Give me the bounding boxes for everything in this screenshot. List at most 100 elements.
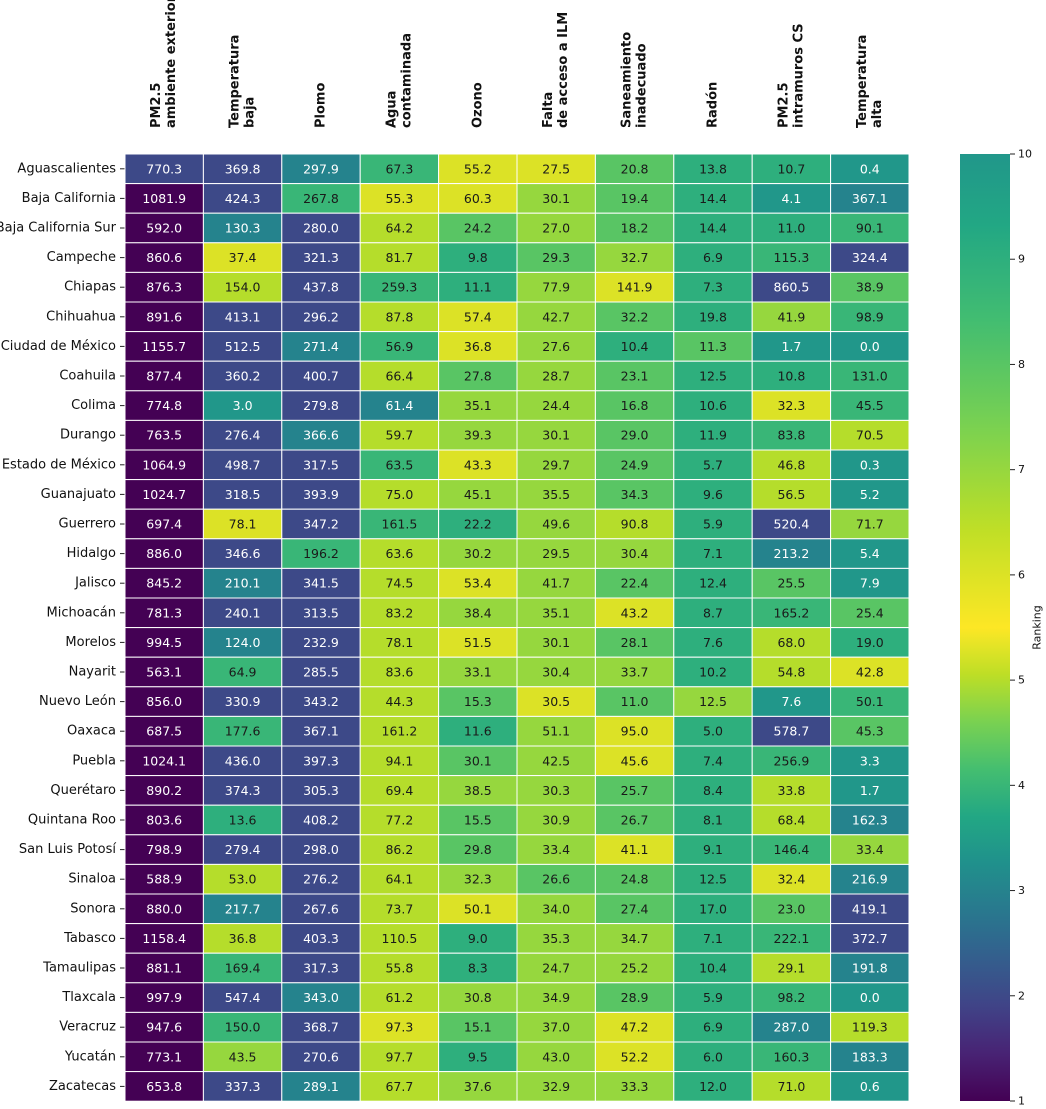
cell-value: 98.2 — [777, 990, 805, 1005]
cell-value: 27.0 — [542, 221, 570, 236]
cell-value: 27.8 — [464, 369, 492, 384]
cell-value: 1081.9 — [142, 191, 186, 206]
cell-value: 131.0 — [852, 369, 888, 384]
cell-value: 276.2 — [303, 872, 339, 887]
row-label: Coahuila — [59, 369, 116, 384]
cell-value: 25.5 — [777, 576, 805, 591]
heatmap-cell — [830, 1041, 910, 1073]
row-label: Estado de México — [2, 457, 116, 472]
cell-value: 498.7 — [225, 457, 261, 472]
cell-value: 0.6 — [860, 1079, 880, 1094]
heatmap-cell — [594, 745, 675, 777]
heatmap-cell — [359, 153, 440, 185]
heatmap-cell — [438, 982, 518, 1013]
column-header-line: Plomo — [314, 83, 329, 128]
cell-value: 317.5 — [303, 457, 339, 472]
cell-value: 270.6 — [303, 1049, 339, 1064]
column-header-line: de acceso a ILM — [556, 12, 571, 128]
column-header-line: Falta — [541, 92, 556, 128]
heatmap-cell — [673, 686, 753, 717]
heatmap-cell — [281, 656, 361, 688]
cell-value: 347.2 — [303, 517, 339, 532]
cell-value: 64.1 — [385, 872, 413, 887]
heatmap-cell — [516, 893, 596, 925]
heatmap-cell — [281, 627, 361, 658]
cell-value: 30.3 — [542, 783, 570, 798]
heatmap-cell — [281, 923, 361, 954]
heatmap-cell — [830, 390, 910, 421]
cell-value: 856.0 — [146, 694, 182, 709]
row-label: Guerrero — [59, 517, 117, 532]
heatmap-cell — [516, 715, 596, 747]
heatmap-cell — [594, 775, 675, 806]
column-header-line: inadecuado — [635, 43, 650, 128]
heatmap-cell — [281, 1011, 361, 1043]
cell-value: 1024.1 — [142, 753, 186, 768]
cell-value: 53.4 — [464, 576, 492, 591]
cell-value: 436.0 — [225, 753, 261, 768]
cell-value: 774.8 — [146, 398, 182, 413]
cell-value: 10.8 — [777, 369, 805, 384]
cell-value: 32.3 — [464, 872, 492, 887]
heatmap-cell — [359, 449, 440, 481]
heatmap-cell — [751, 449, 832, 481]
cell-value: 297.9 — [303, 161, 339, 176]
heatmap-cell — [438, 1071, 518, 1102]
heatmap-cell — [124, 1071, 204, 1102]
cell-value: 305.3 — [303, 783, 339, 798]
heatmap-cell — [594, 627, 675, 658]
cell-value: 547.4 — [225, 990, 261, 1005]
row-label: Guanajuato — [41, 487, 116, 502]
heatmap-cell — [281, 567, 361, 599]
cell-value: 222.1 — [774, 931, 810, 946]
heatmap-cell — [202, 834, 283, 865]
heatmap-cell — [516, 656, 596, 688]
cell-value: 67.7 — [385, 1079, 413, 1094]
heatmap-cell — [281, 1041, 361, 1073]
cell-value: 33.7 — [621, 665, 649, 680]
cell-value: 36.8 — [464, 339, 492, 354]
cell-value: 33.3 — [621, 1079, 649, 1094]
heatmap-cell — [830, 952, 910, 984]
cell-value: 403.3 — [303, 931, 339, 946]
heatmap-cell — [673, 1071, 753, 1102]
cell-value: 23.1 — [621, 369, 649, 384]
cell-value: 29.3 — [542, 250, 570, 265]
cell-value: 26.6 — [542, 872, 570, 887]
cell-value: 141.9 — [617, 280, 653, 295]
cell-value: 330.9 — [225, 694, 261, 709]
cell-value: 68.4 — [777, 813, 805, 828]
column-header-line: ambiente exterior — [164, 0, 179, 128]
column-header: Temperatura alta — [855, 35, 885, 128]
cell-value: 18.2 — [621, 221, 649, 236]
column-header-line: Ozono — [470, 82, 485, 128]
heatmap-cell — [202, 183, 283, 214]
cell-value: 45.5 — [856, 398, 884, 413]
heatmap-cell — [751, 212, 832, 244]
cell-value: 947.6 — [146, 1020, 182, 1035]
heatmap-cell — [202, 538, 283, 569]
cell-value: 97.7 — [385, 1049, 413, 1064]
heatmap-cell — [830, 627, 910, 658]
cell-value: 279.8 — [303, 398, 339, 413]
cell-value: 39.3 — [464, 428, 492, 443]
cell-value: 240.1 — [225, 605, 261, 620]
heatmap-cell — [516, 212, 596, 244]
row-label: Quintana Roo — [28, 813, 116, 828]
row-label: San Luis Potosí — [19, 842, 117, 857]
cell-value: 68.0 — [777, 635, 805, 650]
cell-value: 341.5 — [303, 576, 339, 591]
column-header: PM2.5 ambiente exterior — [149, 0, 179, 128]
heatmap-cell — [438, 301, 518, 333]
cell-value: 11.1 — [464, 280, 492, 295]
row-label: Sonora — [70, 901, 116, 916]
heatmap-cell — [124, 627, 204, 658]
heatmap-cell — [124, 863, 204, 895]
cell-value: 70.5 — [856, 428, 884, 443]
heatmap-cell — [516, 301, 596, 333]
heatmap-cell — [830, 153, 910, 185]
cell-value: 289.1 — [303, 1079, 339, 1094]
cell-value: 30.1 — [542, 428, 570, 443]
column-header-line: baja — [243, 97, 258, 128]
cell-value: 83.6 — [385, 665, 413, 680]
